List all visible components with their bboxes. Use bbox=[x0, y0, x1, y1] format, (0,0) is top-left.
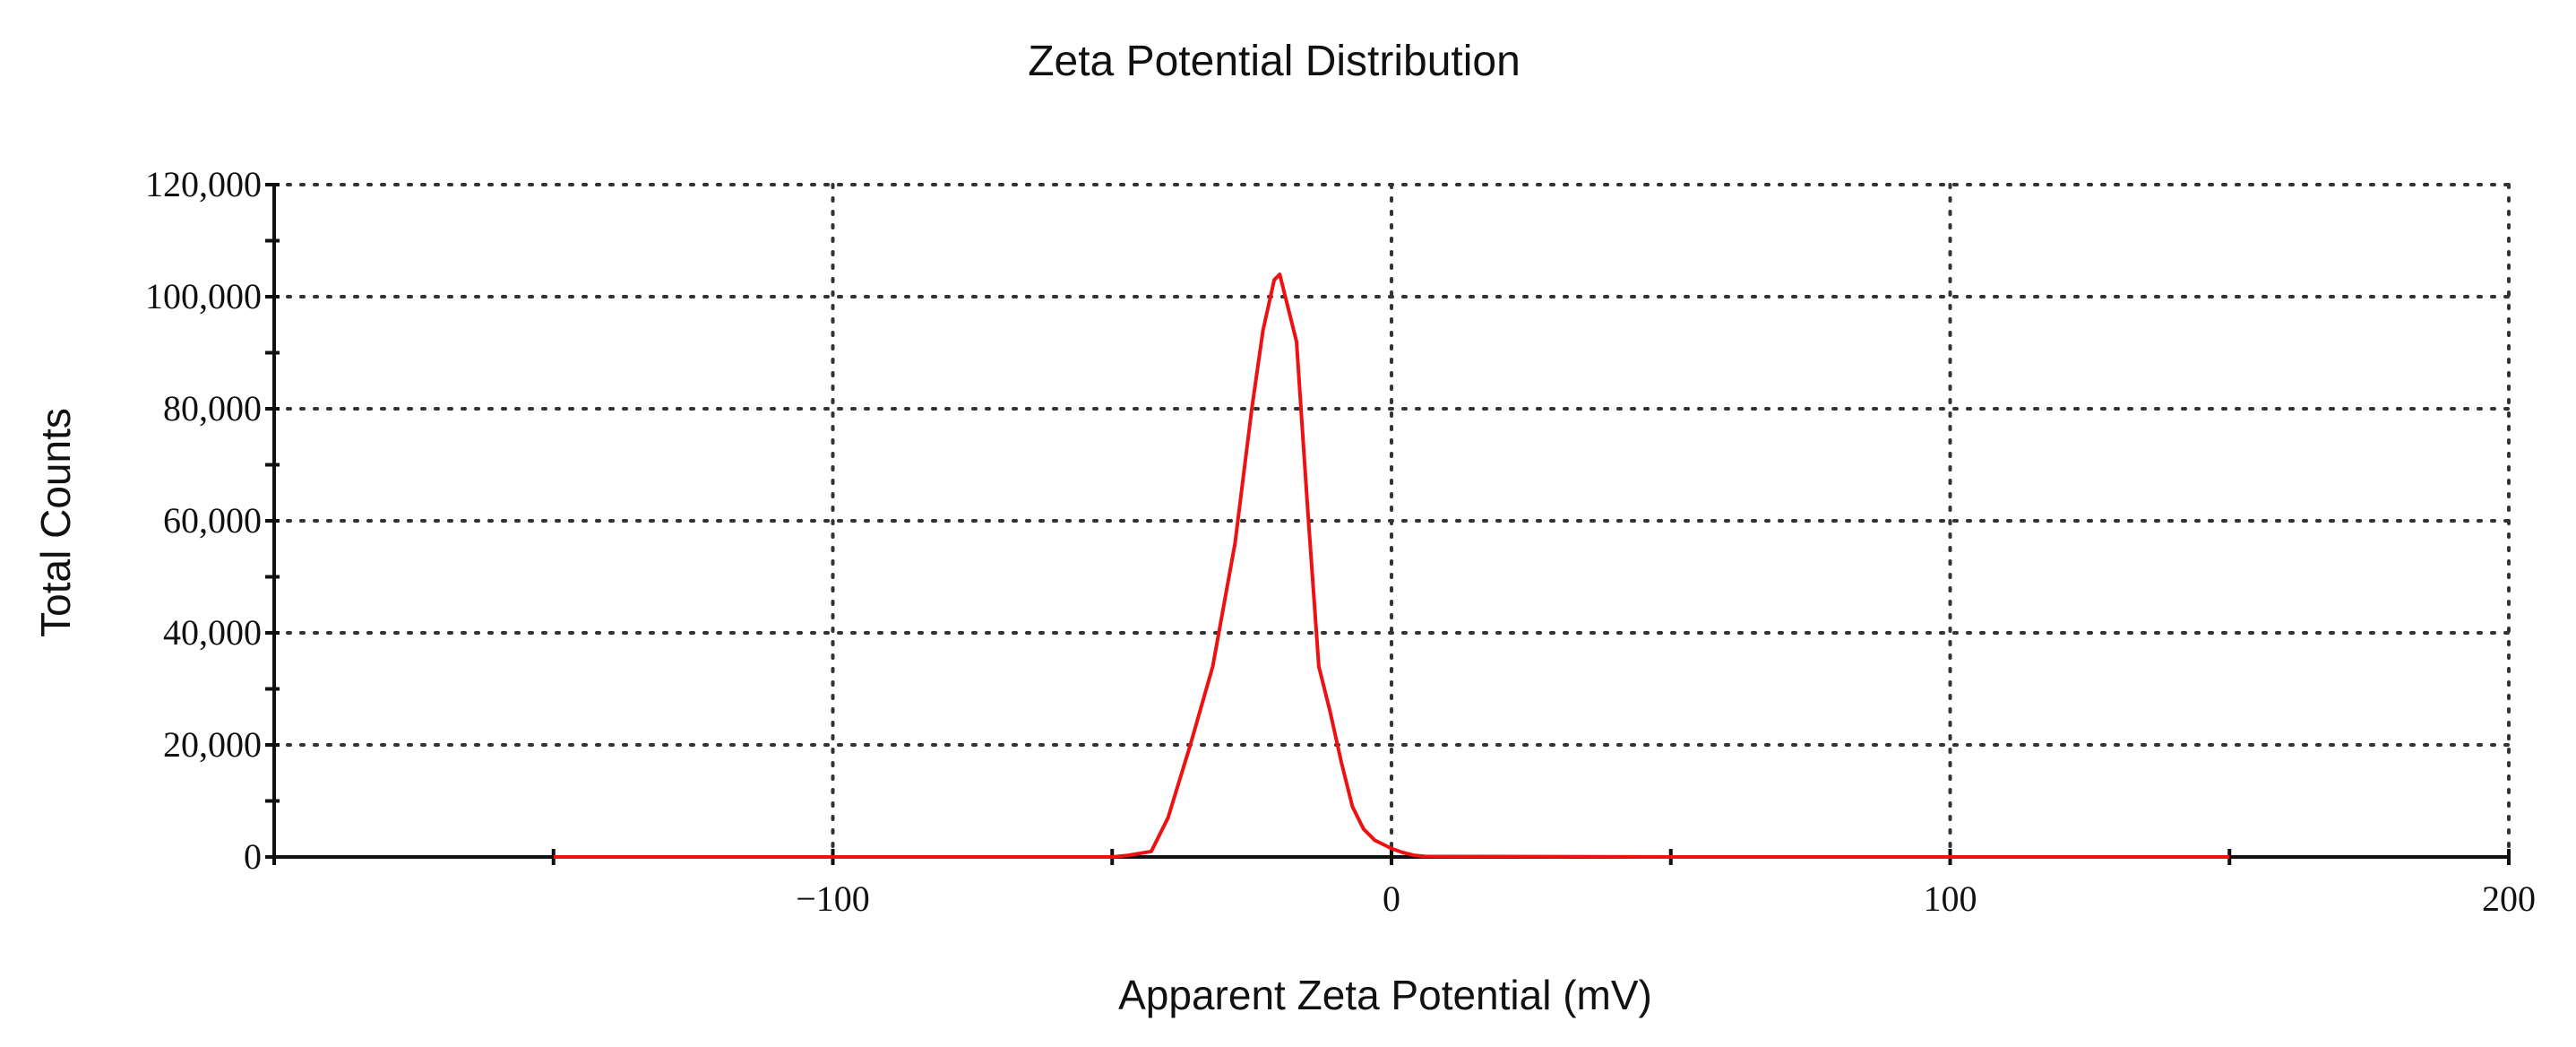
x-axis-label: Apparent Zeta Potential (mV) bbox=[1118, 972, 1652, 1018]
label-layer: Zeta Potential Distribution Apparent Zet… bbox=[32, 38, 1652, 1018]
y-tick-label: 100,000 bbox=[145, 276, 262, 316]
y-axis-label: Total Counts bbox=[32, 408, 79, 637]
x-tick-label: 200 bbox=[2482, 878, 2536, 919]
y-tick-label: 60,000 bbox=[163, 500, 262, 541]
x-tick-label: −100 bbox=[796, 878, 870, 919]
grid-layer bbox=[272, 183, 2511, 859]
chart-title: Zeta Potential Distribution bbox=[1028, 38, 1521, 85]
y-tick-label: 80,000 bbox=[163, 388, 262, 428]
y-tick-label: 120,000 bbox=[145, 164, 262, 204]
y-tick-label: 0 bbox=[244, 836, 262, 877]
y-tick-label: 20,000 bbox=[163, 724, 262, 765]
series-line-total-counts bbox=[553, 273, 2230, 859]
x-tick-label: 100 bbox=[1924, 878, 1977, 919]
axis-layer: 0 20,000 40,000 60,000 80,000 100,000 120,000 −… bbox=[145, 164, 2536, 919]
x-tick-label: 0 bbox=[1383, 878, 1400, 919]
series-layer bbox=[553, 273, 2230, 859]
y-tick-label: 40,000 bbox=[163, 612, 262, 653]
